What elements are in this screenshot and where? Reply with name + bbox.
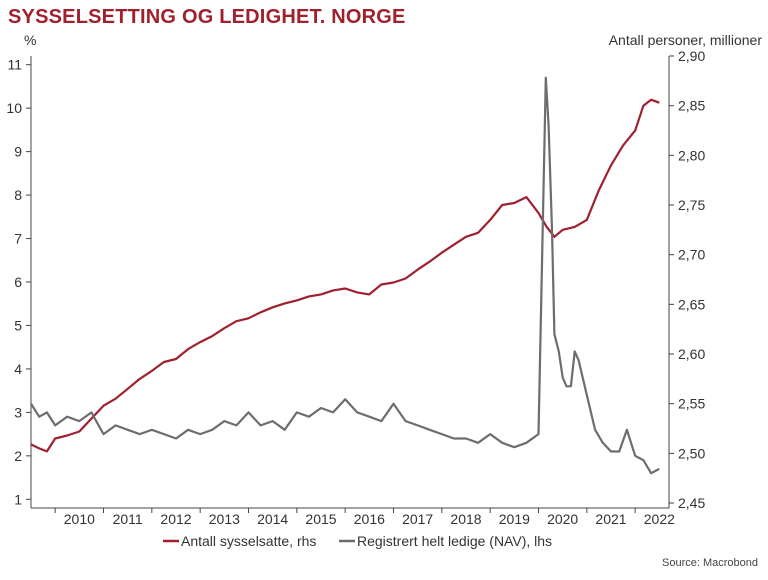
left-tick-label: 3 — [14, 404, 22, 420]
source-note: Source: Macrobond — [662, 557, 758, 569]
right-tick-label: 2,45 — [678, 495, 705, 511]
left-tick-label: 2 — [14, 448, 22, 464]
right-tick-label: 2,85 — [678, 98, 705, 114]
left-tick-label: 11 — [7, 57, 22, 73]
left-tick-label: 10 — [6, 100, 22, 116]
right-tick-label: 2,65 — [678, 296, 705, 312]
left-tick-label: 7 — [14, 231, 22, 247]
right-tick-label: 2,70 — [678, 247, 705, 263]
chart-title: SYSSELSETTING OG LEDIGHET. NORGE — [8, 6, 406, 28]
unemployed-series-line — [30, 76, 660, 475]
legend-employed-label: Antall sysselsatte, rhs — [181, 533, 316, 549]
left-tick-label: 4 — [14, 361, 22, 377]
x-tick-label: 2016 — [354, 511, 385, 527]
left-tick-label: 9 — [14, 144, 22, 160]
left-axis-ticks: 1 2 3 4 5 6 7 8 9 10 11 — [6, 57, 31, 507]
left-tick-label: 6 — [14, 274, 22, 290]
series-lines — [30, 76, 660, 475]
x-tick-label: 2022 — [644, 511, 675, 527]
x-tick-label: 2021 — [595, 511, 626, 527]
right-tick-label: 2,50 — [678, 445, 705, 461]
left-axis-unit: % — [24, 32, 37, 48]
right-axis-ticks: 2,45 2,50 2,55 2,60 2,65 2,70 2,75 2,80 2,85 2,90 — [669, 48, 705, 511]
x-tick-label: 2018 — [450, 511, 481, 527]
right-axis-unit: Antall personer, millioner — [608, 32, 762, 48]
x-tick-label: 2020 — [547, 511, 578, 527]
left-tick-label: 1 — [14, 491, 22, 507]
x-axis-ticks: 2010 2011 2012 2013 2014 2015 2016 2017 2018 2019… — [54, 508, 675, 527]
legend-unemployed-label: Registrert helt ledige (NAV), lhs — [357, 533, 552, 549]
right-tick-label: 2,90 — [678, 48, 705, 64]
x-tick-label: 2012 — [160, 511, 191, 527]
right-tick-label: 2,75 — [678, 197, 705, 213]
right-tick-label: 2,60 — [678, 346, 705, 362]
x-tick-label: 2019 — [499, 511, 530, 527]
right-tick-label: 2,80 — [678, 147, 705, 163]
legend: Antall sysselsatte, rhs Registrert helt l… — [163, 533, 552, 549]
left-tick-label: 5 — [14, 317, 22, 333]
employed-series-line — [30, 98, 660, 453]
x-tick-label: 2014 — [257, 511, 288, 527]
right-tick-label: 2,55 — [678, 396, 705, 412]
x-tick-label: 2017 — [402, 511, 433, 527]
axes — [30, 56, 670, 509]
x-tick-label: 2010 — [64, 511, 95, 527]
x-tick-label: 2013 — [209, 511, 240, 527]
x-tick-label: 2015 — [305, 511, 336, 527]
left-tick-label: 8 — [14, 187, 22, 203]
x-tick-label: 2011 — [113, 511, 143, 527]
